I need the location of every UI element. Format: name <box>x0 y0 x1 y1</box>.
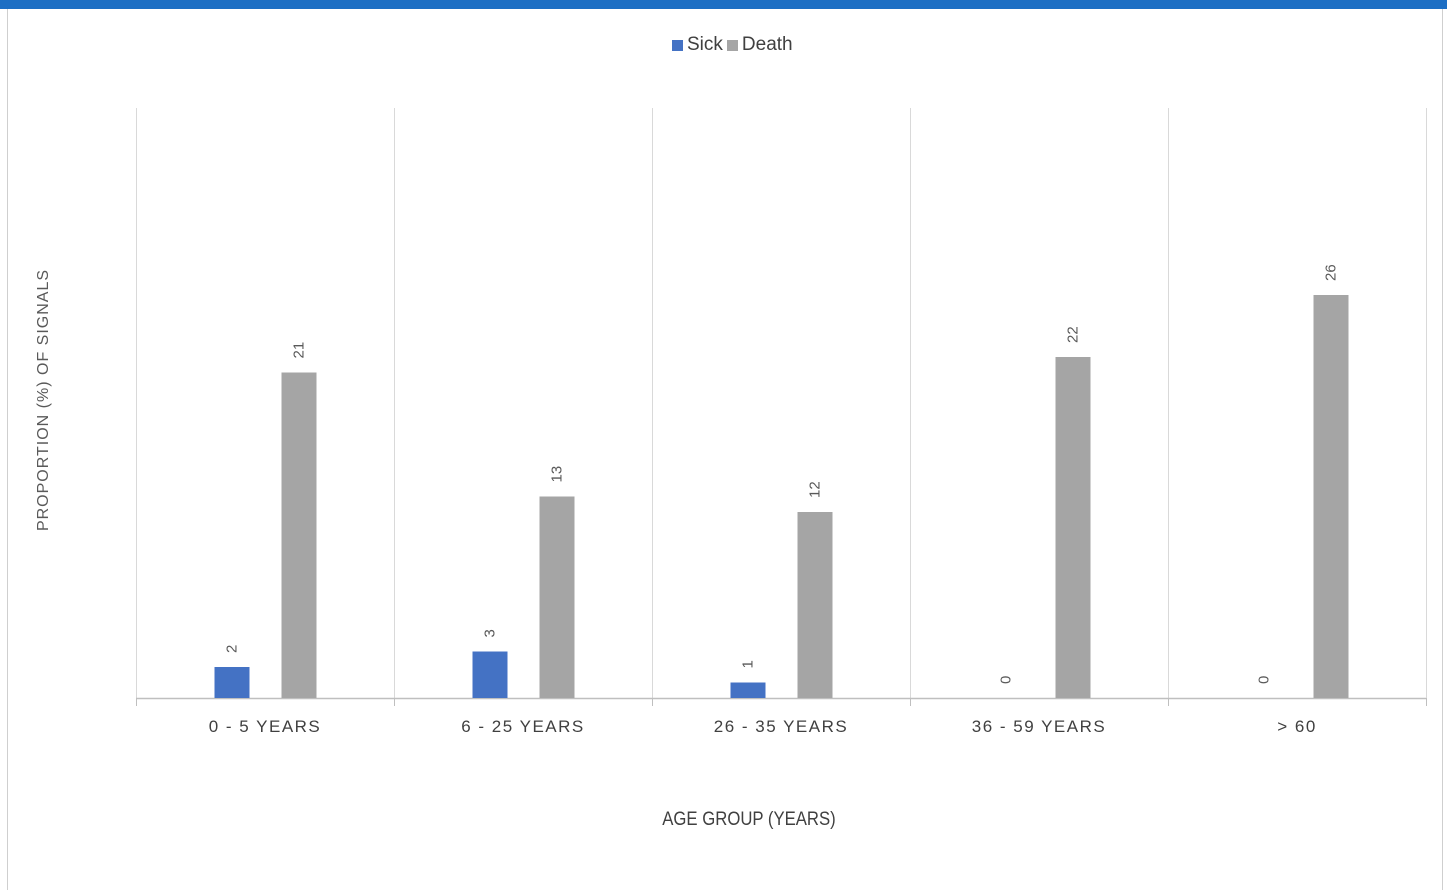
bar-death <box>281 372 317 698</box>
data-label-death: 12 <box>807 481 824 498</box>
legend-label-death: Death <box>741 34 793 55</box>
x-tick-label: 0 - 5 YEARS <box>209 717 322 736</box>
bar-death <box>1313 295 1349 698</box>
chart-legend: Sick Death <box>672 34 793 56</box>
x-tick-label: > 60 <box>1277 717 1317 736</box>
x-axis-title-text: AGE GROUP (YEARS) <box>662 809 836 830</box>
legend-swatch-death <box>726 39 738 51</box>
x-tick-label: 26 - 35 YEARS <box>714 717 848 736</box>
data-label-sick: 1 <box>740 660 757 668</box>
bar-death <box>539 496 575 698</box>
top-accent-bar <box>0 0 1447 9</box>
bar-death <box>797 512 833 698</box>
x-tick-label: 6 - 25 YEARS <box>461 717 585 736</box>
frame-border-left <box>7 9 8 890</box>
x-axis-title: AGE GROUP (YEARS) <box>650 809 847 831</box>
bar-sick <box>730 682 766 698</box>
data-label-sick: 3 <box>482 629 499 637</box>
data-label-sick: 0 <box>1256 676 1273 684</box>
x-tick-label: 36 - 59 YEARS <box>972 717 1106 736</box>
legend-item-sick: Sick <box>672 34 723 56</box>
legend-item-death: Death <box>726 34 793 56</box>
data-label-sick: 0 <box>998 676 1015 684</box>
data-label-death: 26 <box>1323 264 1340 281</box>
bar-death <box>1055 357 1091 698</box>
data-label-death: 22 <box>1065 326 1082 343</box>
y-axis-title: PROPORTION (%) OF SIGNALS <box>35 268 52 532</box>
bar-sick <box>472 651 508 698</box>
frame-border-right <box>1442 9 1443 890</box>
legend-label-sick: Sick <box>687 34 723 55</box>
data-label-death: 21 <box>291 342 308 359</box>
data-label-death: 13 <box>549 466 566 483</box>
data-label-sick: 2 <box>224 645 241 653</box>
legend-swatch-sick <box>672 39 683 51</box>
bar-sick <box>214 667 250 698</box>
